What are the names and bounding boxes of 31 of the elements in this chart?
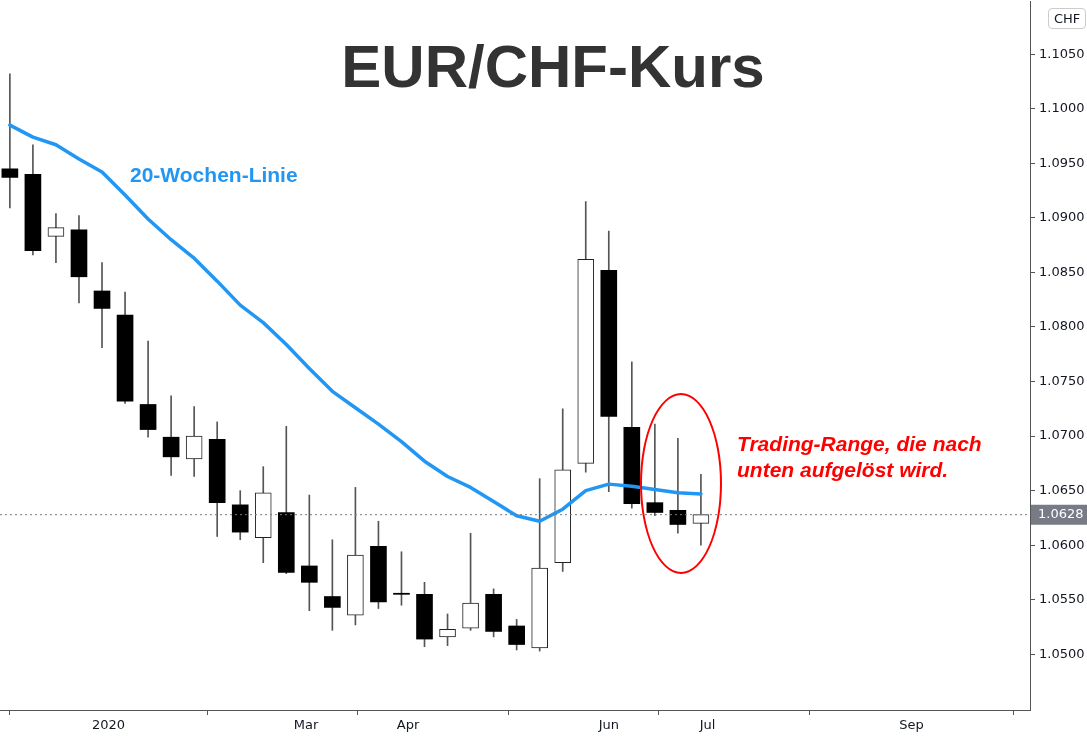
x-tick-label: Sep (899, 717, 924, 733)
y-axis-title: CHF (1048, 8, 1087, 29)
y-tick-label: 1.0900 (1039, 209, 1085, 225)
y-tick-label: 1.0950 (1039, 154, 1085, 170)
y-tick-label: 1.0500 (1039, 645, 1085, 661)
y-tick-label: 1.0750 (1039, 372, 1085, 388)
candlestick (1, 73, 19, 209)
y-tick-label: 1.1000 (1039, 100, 1085, 116)
candlestick (669, 437, 687, 534)
candlestick (93, 262, 111, 349)
text: EUR/CHF-Kurs (341, 33, 765, 100)
ref-line-label: 1.0628 (1038, 506, 1084, 522)
x-tick-label: Jun (597, 717, 619, 733)
candlestick (48, 213, 64, 263)
x-tick-label: Mar (293, 717, 319, 733)
y-tick-label: 1.0650 (1039, 482, 1085, 498)
y-tick-label: 1.1050 (1039, 45, 1085, 61)
candlestick (162, 395, 180, 476)
candlestick (646, 423, 664, 517)
candlestick (301, 494, 318, 612)
x-tick-label: Jul (698, 717, 716, 733)
candlestick (693, 473, 709, 546)
annotation: Trading-Range, die nach unten aufgelöst wird. (737, 431, 983, 483)
series-label: 20-Wochen-Linie (130, 163, 298, 187)
x-tick-label: 2020 (92, 717, 126, 733)
y-tick-label: 1.0600 (1039, 536, 1085, 552)
y-tick-label: 1.0550 (1039, 591, 1085, 607)
y-tick-label: 1.0700 (1039, 427, 1085, 443)
x-tick-label: Apr (396, 717, 420, 733)
y-tick-label: 1.0850 (1039, 263, 1085, 279)
y-tick-label: 1.0800 (1039, 318, 1085, 334)
